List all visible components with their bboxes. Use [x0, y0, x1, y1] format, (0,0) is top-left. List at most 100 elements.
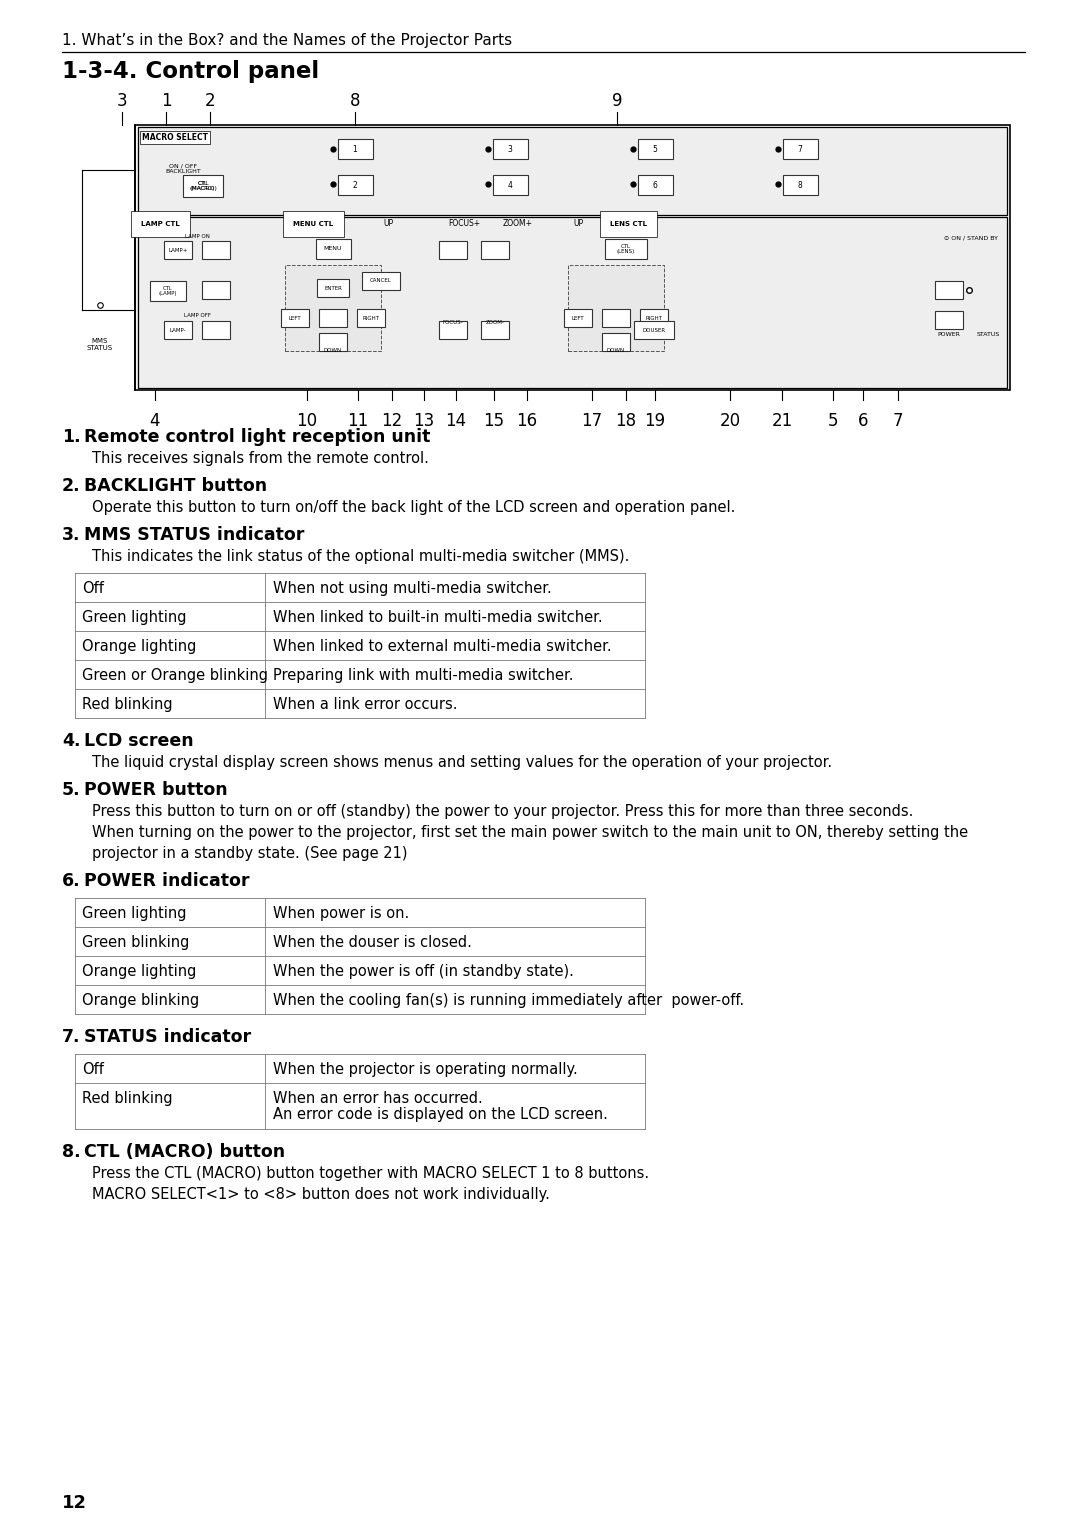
- Text: LAMP OFF: LAMP OFF: [184, 313, 211, 317]
- Bar: [168, 153, 198, 175]
- Text: 3.: 3.: [62, 526, 81, 543]
- Bar: [281, 308, 309, 327]
- Bar: [438, 241, 467, 259]
- Text: POWER: POWER: [937, 333, 960, 337]
- Text: LAMP ON: LAMP ON: [185, 233, 210, 240]
- Text: Green lighting: Green lighting: [82, 610, 187, 626]
- Text: LEFT: LEFT: [571, 316, 584, 320]
- Text: FOCUS+: FOCUS+: [448, 220, 481, 227]
- Text: 14: 14: [445, 412, 467, 430]
- Text: MENU CTL: MENU CTL: [293, 221, 333, 227]
- Bar: [634, 320, 674, 339]
- Text: When turning on the power to the projector, first set the main power switch to t: When turning on the power to the project…: [92, 826, 968, 839]
- Text: STATUS indicator: STATUS indicator: [84, 1029, 252, 1045]
- Text: 4: 4: [508, 180, 512, 189]
- Text: UP: UP: [383, 220, 393, 227]
- Text: Off: Off: [82, 581, 104, 597]
- Text: 1.: 1.: [62, 427, 81, 446]
- Text: 18: 18: [616, 412, 636, 430]
- Bar: [135, 125, 1010, 391]
- Text: STATUS: STATUS: [977, 333, 1000, 337]
- Text: 10: 10: [296, 412, 318, 430]
- Bar: [602, 308, 630, 327]
- Text: When linked to built-in multi-media switcher.: When linked to built-in multi-media swit…: [273, 610, 603, 626]
- Bar: [138, 233, 258, 382]
- Bar: [638, 175, 673, 195]
- Bar: [481, 241, 509, 259]
- Bar: [202, 281, 230, 299]
- Text: LCD screen: LCD screen: [84, 732, 193, 749]
- Text: Operate this button to turn on/off the back light of the LCD screen and operatio: Operate this button to turn on/off the b…: [92, 501, 735, 514]
- Text: 3: 3: [117, 92, 127, 110]
- Text: CTL
(LAMP): CTL (LAMP): [159, 285, 177, 296]
- Text: 3: 3: [508, 145, 512, 154]
- Text: ON / OFF
BACKLIGHT: ON / OFF BACKLIGHT: [165, 163, 201, 174]
- Text: Off: Off: [82, 1062, 104, 1077]
- Text: This indicates the link status of the optional multi-media switcher (MMS).: This indicates the link status of the op…: [92, 549, 630, 565]
- Text: MENU: MENU: [324, 247, 342, 252]
- Text: FOCUS-: FOCUS-: [443, 320, 463, 325]
- Text: The liquid crystal display screen shows menus and setting values for the operati: The liquid crystal display screen shows …: [92, 755, 832, 771]
- Text: CTL
(MACRO): CTL (MACRO): [191, 180, 215, 191]
- Text: Remote control light reception unit: Remote control light reception unit: [84, 427, 430, 446]
- Bar: [481, 320, 509, 339]
- Text: 11: 11: [348, 412, 368, 430]
- Text: 2.: 2.: [62, 478, 81, 494]
- Text: 17: 17: [581, 412, 603, 430]
- Text: 13: 13: [414, 412, 434, 430]
- Bar: [138, 127, 1007, 215]
- Bar: [783, 139, 818, 159]
- Text: 7.: 7.: [62, 1029, 81, 1045]
- Text: 7: 7: [797, 145, 802, 154]
- Text: 1: 1: [161, 92, 172, 110]
- Bar: [164, 320, 192, 339]
- Text: LAMP+: LAMP+: [168, 247, 188, 252]
- Bar: [150, 281, 186, 301]
- Text: LAMP CTL: LAMP CTL: [141, 221, 179, 227]
- Bar: [935, 281, 963, 299]
- Text: RIGHT: RIGHT: [646, 316, 662, 320]
- Text: DOWN: DOWN: [607, 348, 625, 353]
- Bar: [935, 311, 963, 330]
- Text: When power is on.: When power is on.: [273, 906, 409, 922]
- Text: 7: 7: [893, 412, 903, 430]
- Bar: [164, 241, 192, 259]
- Text: Red blinking: Red blinking: [82, 697, 173, 713]
- Text: Press this button to turn on or off (standby) the power to your projector. Press: Press this button to turn on or off (sta…: [92, 804, 914, 819]
- Text: CTL (MACRO) button: CTL (MACRO) button: [84, 1143, 285, 1161]
- Bar: [362, 272, 400, 290]
- Text: Green lighting: Green lighting: [82, 906, 187, 922]
- Text: MMS STATUS indicator: MMS STATUS indicator: [84, 526, 305, 543]
- Bar: [783, 175, 818, 195]
- Bar: [319, 333, 347, 351]
- Text: When an error has occurred.: When an error has occurred.: [273, 1091, 483, 1106]
- Text: Orange blinking: Orange blinking: [82, 993, 199, 1009]
- Bar: [357, 308, 384, 327]
- Text: CTL
(LENS): CTL (LENS): [617, 244, 635, 255]
- Text: When the power is off (in standby state).: When the power is off (in standby state)…: [273, 964, 573, 980]
- Text: 1-3-4. Control panel: 1-3-4. Control panel: [62, 60, 319, 82]
- Bar: [492, 175, 528, 195]
- Bar: [202, 241, 230, 259]
- Bar: [492, 139, 528, 159]
- Bar: [338, 175, 373, 195]
- Text: 1. What’s in the Box? and the Names of the Projector Parts: 1. What’s in the Box? and the Names of t…: [62, 34, 512, 47]
- Text: Orange lighting: Orange lighting: [82, 639, 197, 655]
- Text: projector in a standby state. (See page 21): projector in a standby state. (See page …: [92, 845, 407, 861]
- Text: Press the CTL (MACRO) button together with MACRO SELECT 1 to 8 buttons.: Press the CTL (MACRO) button together wi…: [92, 1166, 649, 1181]
- Text: LEFT: LEFT: [288, 316, 301, 320]
- Bar: [640, 308, 669, 327]
- Text: 19: 19: [645, 412, 665, 430]
- Text: This receives signals from the remote control.: This receives signals from the remote co…: [92, 452, 429, 465]
- Text: LAMP-: LAMP-: [170, 328, 187, 333]
- Bar: [564, 308, 592, 327]
- Bar: [316, 240, 351, 259]
- Bar: [175, 175, 217, 204]
- Text: RIGHT: RIGHT: [363, 316, 379, 320]
- Text: 4.: 4.: [62, 732, 81, 749]
- Text: 12: 12: [381, 412, 403, 430]
- Text: Orange lighting: Orange lighting: [82, 964, 197, 980]
- Text: 8: 8: [798, 180, 802, 189]
- Bar: [183, 175, 222, 197]
- Text: 16: 16: [516, 412, 538, 430]
